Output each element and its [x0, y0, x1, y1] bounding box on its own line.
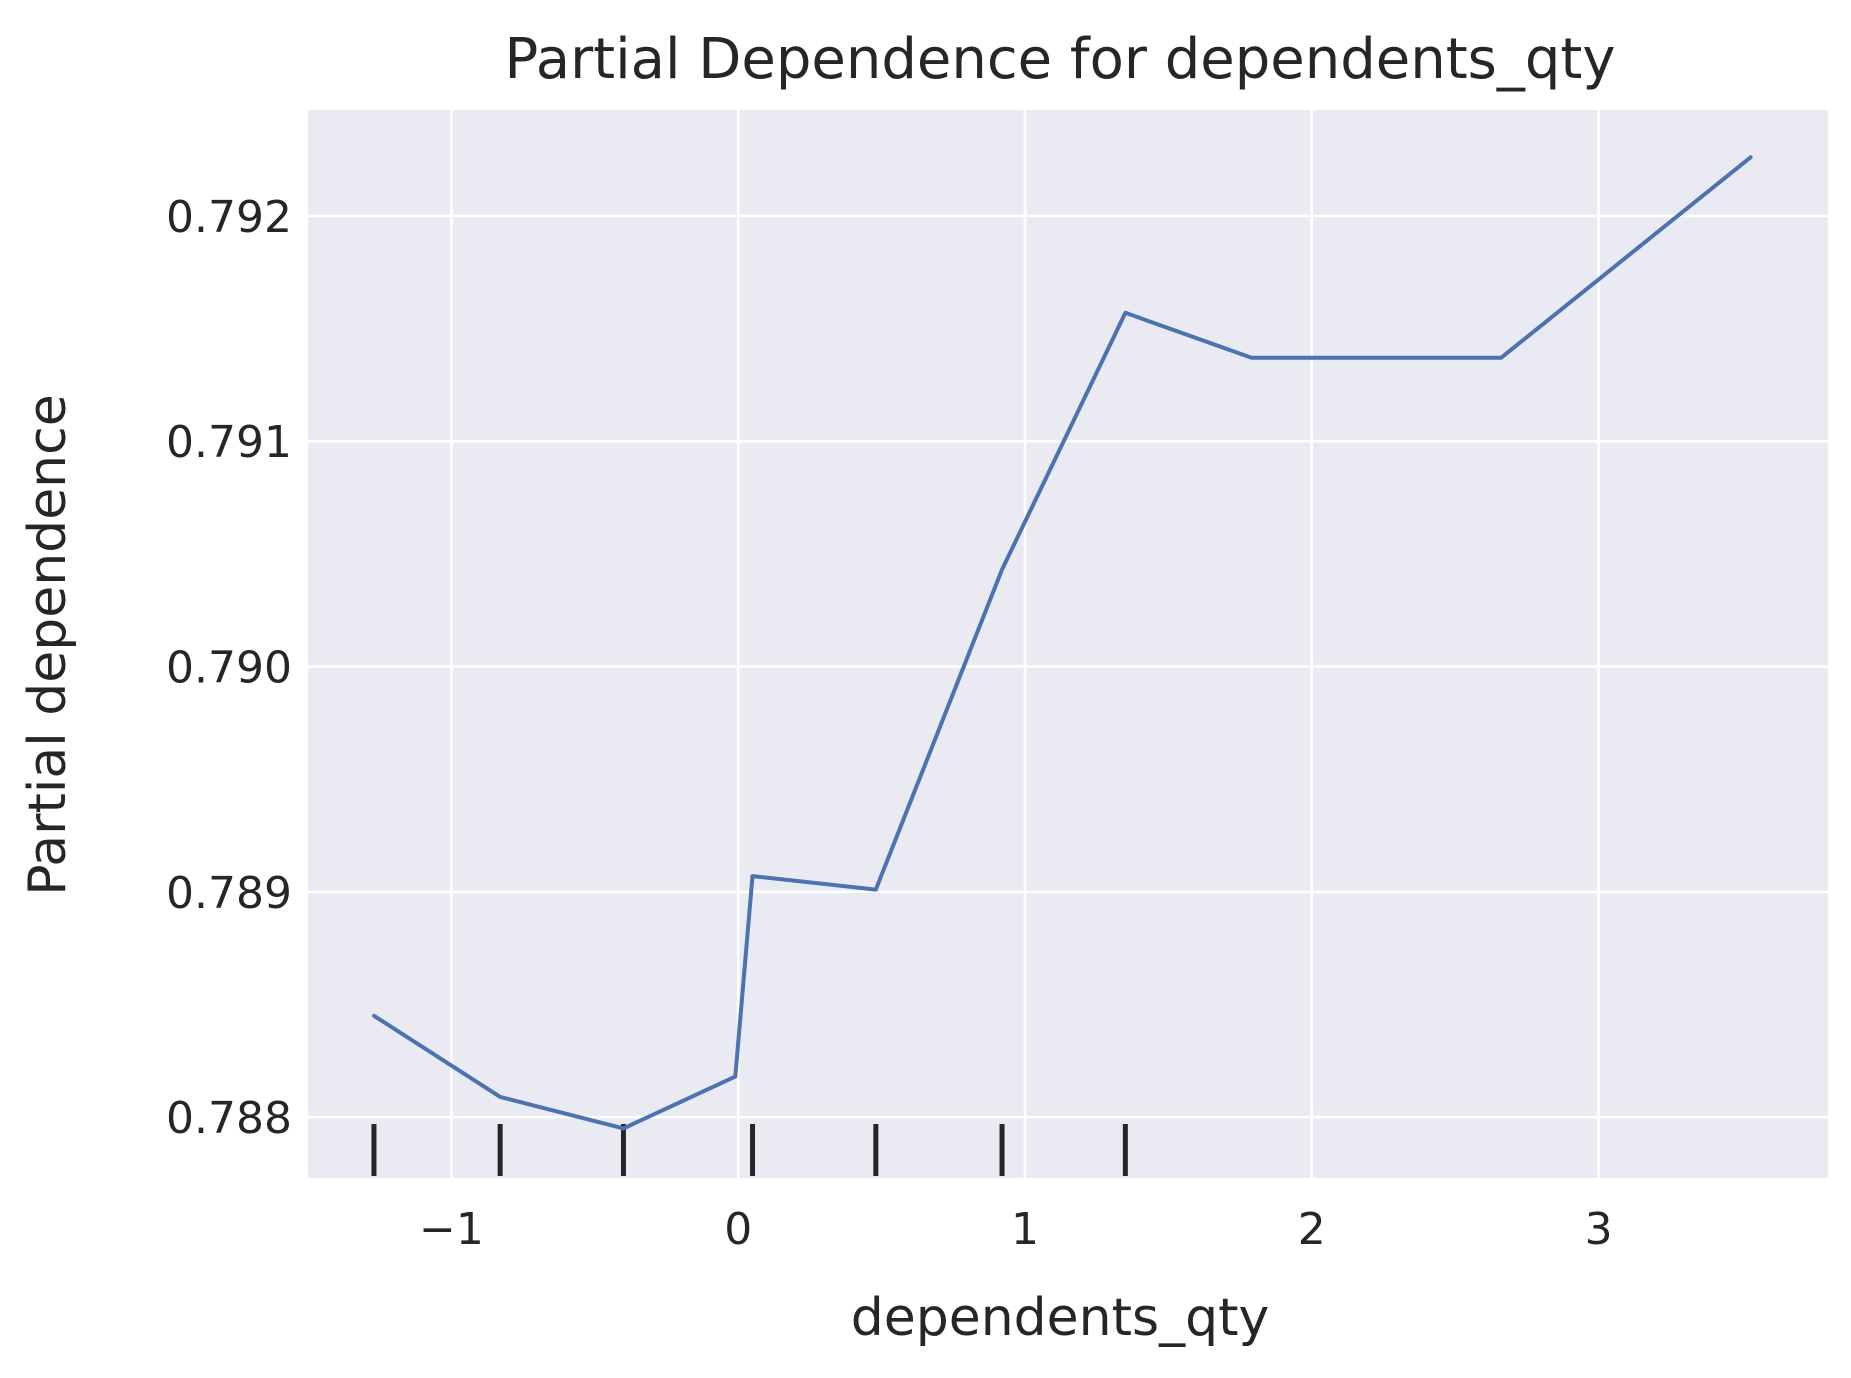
grid-lines: [308, 110, 1828, 1178]
y-tick-label: 0.790: [166, 643, 292, 694]
y-tick-label: 0.792: [166, 192, 292, 243]
x-tick-label: 3: [1585, 1204, 1613, 1255]
y-tick-label: 0.788: [166, 1093, 292, 1144]
y-tick-label: 0.791: [166, 417, 292, 468]
y-tick-labels: 0.788 0.789 0.790 0.791 0.792: [166, 192, 292, 1144]
y-axis-label: Partial dependence: [18, 394, 78, 895]
x-tick-label: 1: [1011, 1204, 1039, 1255]
x-tick-label: 0: [724, 1204, 752, 1255]
plot-area: [308, 110, 1828, 1178]
series-line: [372, 155, 1753, 1131]
x-tick-label: −1: [419, 1204, 484, 1255]
y-tick-label: 0.789: [166, 868, 292, 919]
x-tick-label: 2: [1298, 1204, 1326, 1255]
x-tick-labels: −1 0 1 2 3: [419, 1204, 1613, 1255]
chart-title: Partial Dependence for dependents_qty: [505, 27, 1616, 92]
rug-marks: [371, 1124, 1128, 1176]
x-axis-label: dependents_qty: [851, 1288, 1270, 1348]
series-layer: [372, 155, 1753, 1131]
